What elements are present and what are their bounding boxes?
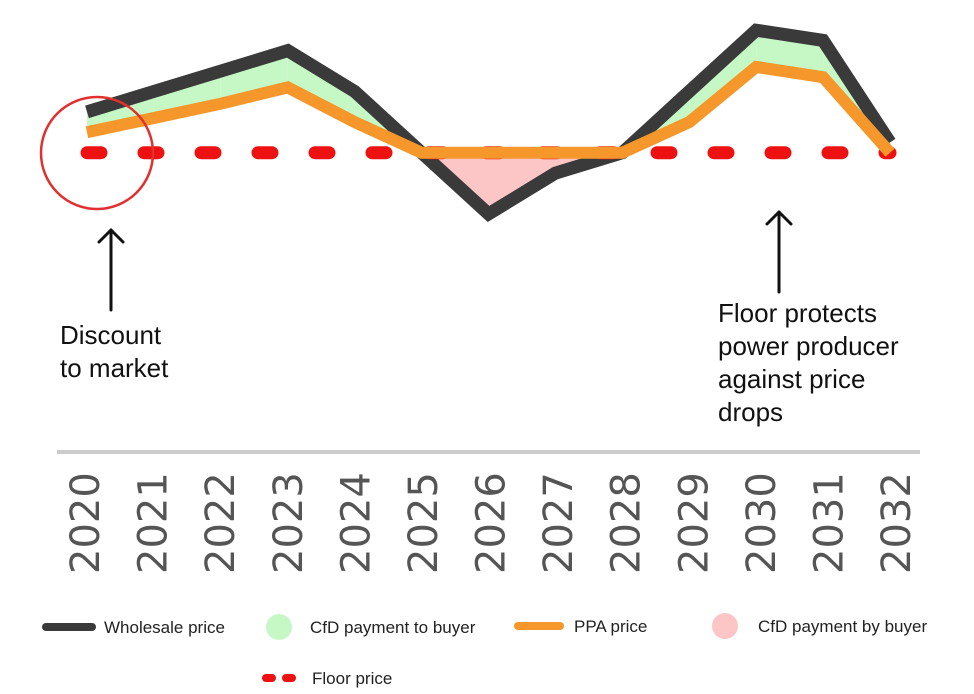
x-tick-label: 2020 — [63, 472, 109, 574]
legend-label-wholesale: Wholesale price — [104, 618, 225, 637]
wholesale-price-line — [85, 23, 896, 223]
x-tick-label: 2031 — [806, 472, 852, 574]
legend: Wholesale price CfD payment to buyer PPA… — [42, 613, 927, 688]
floor-annotation-line-4: drops — [718, 397, 783, 427]
ppa-price-line — [85, 60, 895, 159]
x-tick-label: 2026 — [469, 472, 515, 574]
legend-label-cfd-to-buyer: CfD payment to buyer — [310, 618, 476, 637]
legend-swatch-cfd-by-buyer — [712, 613, 738, 639]
x-tick-label: 2025 — [401, 472, 447, 574]
discount-highlight-circle — [39, 95, 155, 211]
line-layer — [80, 23, 897, 223]
fill-layer — [87, 30, 890, 214]
x-tick-label: 2022 — [198, 472, 244, 574]
discount-annotation-line-1: Discount — [60, 320, 162, 350]
legend-label-floor: Floor price — [312, 669, 392, 688]
floor-annotation-line-2: power producer — [718, 331, 899, 361]
x-tick-label: 2023 — [266, 472, 312, 574]
x-tick-label: 2032 — [874, 472, 920, 574]
floor-annotation-line-3: against price — [718, 364, 865, 394]
cfd-to-buyer-area — [287, 50, 355, 123]
legend-label-ppa: PPA price — [574, 617, 647, 636]
x-tick-label: 2024 — [333, 472, 379, 574]
legend-label-cfd-by-buyer: CfD payment by buyer — [758, 617, 927, 636]
x-tick-label: 2021 — [131, 472, 177, 574]
x-tick-label: 2028 — [604, 472, 650, 574]
floor-arrow — [765, 210, 793, 294]
legend-swatch-cfd-to-buyer — [266, 614, 292, 640]
floor-annotation-line-1: Floor protects — [718, 298, 877, 328]
x-tick-label: 2029 — [671, 472, 717, 574]
discount-arrow — [97, 228, 125, 312]
discount-annotation-line-2: to market — [60, 353, 169, 383]
x-axis-ticks: 2020 2021 2022 2023 2024 2025 2026 2027 2028 2029… — [63, 472, 920, 574]
x-tick-label: 2030 — [739, 472, 785, 574]
x-tick-label: 2027 — [536, 472, 582, 574]
